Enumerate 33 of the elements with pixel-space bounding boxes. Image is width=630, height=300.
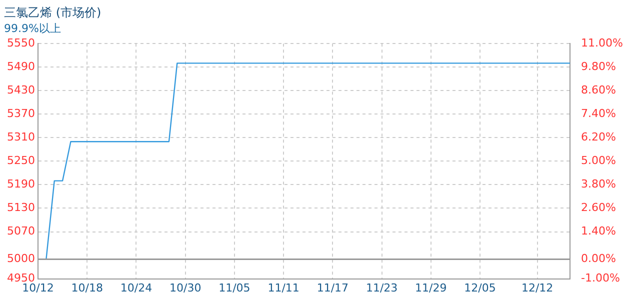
y2-tick-label: 6.20%: [581, 130, 616, 144]
y-tick-label: 5370: [6, 107, 35, 120]
x-tick-label: 11/11: [268, 281, 300, 294]
x-tick-label: 11/17: [316, 281, 349, 294]
y2-tick-label: 2.60%: [581, 201, 616, 214]
x-tick-label: 12/05: [464, 281, 496, 294]
x-tick-label: 11/05: [218, 281, 250, 294]
y-tick-label: 5130: [6, 201, 35, 214]
y-tick-label: 5550: [6, 36, 35, 50]
y-tick-label: 5310: [6, 130, 35, 144]
chart-subtitle: 99.9%以上: [4, 22, 61, 35]
y-tick-label: 5490: [6, 60, 35, 73]
x-tick-label: 11/23: [366, 281, 398, 294]
y2-tick-label: 1.40%: [581, 224, 616, 238]
y-tick-label: 5070: [6, 224, 35, 238]
y-tick-label: 5430: [6, 84, 35, 96]
chart-title: 三氯乙烯 (市场价): [4, 5, 102, 20]
y2-tick-label: 11.00%: [581, 36, 624, 50]
x-tick-label: 12/12: [521, 281, 554, 294]
x-tick-label: 10/24: [120, 281, 152, 294]
y2-tick-label: 5.00%: [581, 154, 616, 168]
y2-tick-label: 0.00%: [581, 252, 616, 266]
y-tick-label: 5250: [6, 154, 35, 168]
y-tick-label: 5190: [6, 178, 35, 191]
y2-tick-label: 3.80%: [581, 178, 616, 191]
y2-tick-label: 8.60%: [581, 84, 616, 96]
y2-tick-label: -1.00%: [581, 272, 620, 285]
y-tick-label: 5000: [6, 252, 35, 266]
x-tick-label: 10/30: [169, 281, 202, 294]
y2-tick-label: 7.40%: [581, 107, 616, 120]
y2-tick-label: 9.80%: [581, 60, 616, 73]
x-tick-label: 11/29: [415, 281, 447, 294]
x-tick-label: 10/18: [71, 281, 103, 294]
